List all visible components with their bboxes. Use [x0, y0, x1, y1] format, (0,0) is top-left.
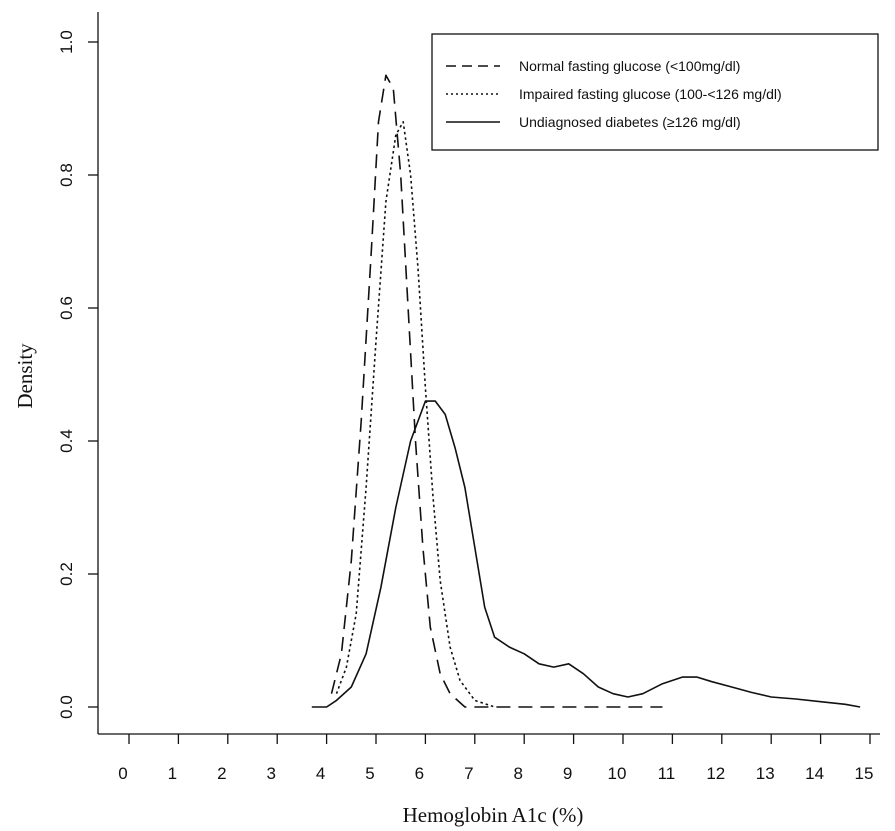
y-axis-title: Density	[13, 343, 37, 409]
legend: Normal fasting glucose (<100mg/dl) Impair…	[431, 33, 879, 151]
y-ticks: 0.0 0.2 0.4 0.6 0.8 1.0	[57, 30, 98, 719]
y-tick-label: 0.4	[57, 429, 76, 453]
y-tick-label: 0.2	[57, 562, 76, 586]
x-tick-label: 3	[266, 764, 275, 783]
x-tick-label: 11	[658, 764, 676, 783]
x-tick-label: 4	[316, 764, 325, 783]
x-tick-label: 6	[415, 764, 424, 783]
x-tick-label: 15	[855, 764, 874, 783]
x-tick-label: 0	[118, 764, 127, 783]
y-tick-label: 0.0	[57, 695, 76, 719]
y-tick-label: 1.0	[57, 30, 76, 54]
x-tick-label: 2	[217, 764, 226, 783]
x-tick-label: 12	[706, 764, 725, 783]
x-tick-label: 9	[563, 764, 572, 783]
x-tick-label: 1	[168, 764, 177, 783]
x-ticks: 0 1 2 3 4 5 6 7 8 9 10 11 12 13 14 15	[118, 734, 873, 783]
series-line-dashed	[330, 74, 663, 708]
series-line-solid	[311, 400, 861, 708]
legend-items: Normal fasting glucose (<100mg/dl) Impair…	[446, 58, 782, 130]
x-tick-label: 7	[464, 764, 473, 783]
x-tick-label: 14	[805, 764, 824, 783]
y-tick-label: 0.8	[57, 163, 76, 187]
x-axis-title: Hemoglobin A1c (%)	[403, 803, 584, 827]
x-tick-label: 5	[365, 764, 374, 783]
legend-label: Normal fasting glucose (<100mg/dl)	[519, 58, 740, 74]
x-tick-label: 13	[756, 764, 775, 783]
legend-label: Undiagnosed diabetes (≥126 mg/dl)	[519, 114, 741, 130]
series-group	[311, 74, 861, 708]
legend-box	[431, 33, 879, 151]
x-tick-label: 8	[513, 764, 522, 783]
x-tick-label: 10	[608, 764, 627, 783]
y-tick-label: 0.6	[57, 296, 76, 320]
legend-label: Impaired fasting glucose (100-<126 mg/dl…	[519, 86, 782, 102]
series-line-dotted	[335, 121, 495, 708]
